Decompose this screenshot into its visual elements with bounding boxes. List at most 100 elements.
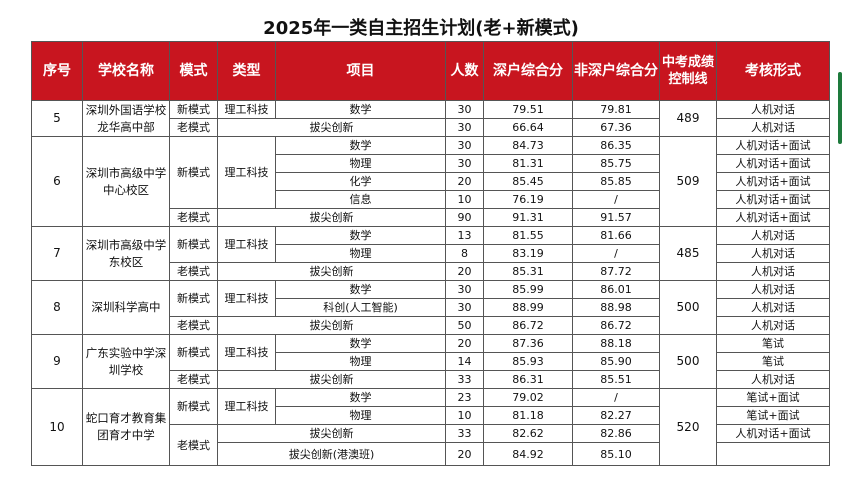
count-cell: 20 <box>445 442 484 466</box>
project-cell: 物理 <box>275 154 446 173</box>
count-cell: 14 <box>445 352 484 371</box>
mode-cell: 老模式 <box>169 208 218 227</box>
table-row: 老模式 拔尖创新 33 82.62 82.86 人机对话+面试 <box>32 424 830 466</box>
nonsz-score-cell: 87.72 <box>572 262 660 281</box>
seq-cell: 5 <box>31 100 83 137</box>
type-cell: 理工科技 <box>217 280 276 317</box>
assessment-cell: 人机对话 <box>716 370 830 389</box>
assessment-cell: 人机对话+面试 <box>716 172 830 191</box>
project-cell: 拔尖创新 <box>217 208 446 227</box>
count-cell: 20 <box>445 334 484 353</box>
project-cell: 物理 <box>275 406 446 425</box>
project-cell: 化学 <box>275 172 446 191</box>
table-row: 9 广东实验中学深圳学校 新模式 理工科技 数学 20 87.36 88.18 … <box>31 334 830 389</box>
nonsz-score-cell: 79.81 <box>572 100 660 119</box>
type-cell: 理工科技 <box>217 226 276 263</box>
assessment-cell: 人机对话 <box>716 226 830 245</box>
type-cell: 理工科技 <box>217 388 276 425</box>
assessment-cell: 笔试+面试 <box>716 388 830 407</box>
count-cell: 10 <box>445 406 484 425</box>
sz-score-cell: 84.73 <box>483 136 573 155</box>
assessment-cell: 笔试+面试 <box>716 406 830 425</box>
nonsz-score-cell: 81.66 <box>572 226 660 245</box>
mode-cell: 老模式 <box>169 424 218 466</box>
header-count: 人数 <box>445 41 484 101</box>
sz-score-cell: 84.92 <box>483 442 573 466</box>
header-project: 项目 <box>275 41 446 101</box>
sz-score-cell: 76.19 <box>483 190 573 209</box>
mode-cell: 新模式 <box>169 334 218 371</box>
school-cell: 蛇口育才教育集团育才中学 <box>82 388 170 466</box>
table-row: 老模式 拔尖创新 20 85.31 87.72 人机对话 <box>32 262 830 281</box>
sz-score-cell: 88.99 <box>483 298 573 317</box>
project-cell: 物理 <box>275 352 446 371</box>
project-cell: 拔尖创新(港澳班) <box>217 442 446 466</box>
assessment-cell: 人机对话 <box>716 118 830 137</box>
school-cell: 深圳外国语学校龙华高中部 <box>82 100 170 137</box>
sz-score-cell: 66.64 <box>483 118 573 137</box>
header-nonsz-score: 非深户综合分 <box>572 41 660 101</box>
assessment-cell: 人机对话 <box>716 298 830 317</box>
seq-cell: 7 <box>31 226 83 281</box>
seq-cell: 10 <box>31 388 83 466</box>
nonsz-score-cell: 85.90 <box>572 352 660 371</box>
header-mode: 模式 <box>169 41 218 101</box>
mode-cell: 新模式 <box>169 226 218 263</box>
header-type: 类型 <box>217 41 276 101</box>
sz-score-cell: 82.62 <box>483 424 573 443</box>
seq-cell: 9 <box>31 334 83 389</box>
school-cell: 深圳市高级中学东校区 <box>82 226 170 281</box>
table-row: 信息 10 76.19 / 人机对话+面试 <box>32 190 830 209</box>
header-sz-score: 深户综合分 <box>483 41 573 101</box>
nonsz-score-cell: 88.18 <box>572 334 660 353</box>
nonsz-score-cell: 88.98 <box>572 298 660 317</box>
mode-cell: 新模式 <box>169 388 218 425</box>
nonsz-score-cell: 85.85 <box>572 172 660 191</box>
sz-score-cell: 83.19 <box>483 244 573 263</box>
control-line-cell: 509 <box>659 136 717 227</box>
sz-score-cell: 85.99 <box>483 280 573 299</box>
count-cell: 30 <box>445 136 484 155</box>
count-cell: 33 <box>445 370 484 389</box>
assessment-cell: 人机对话+面试 <box>716 190 830 209</box>
table-row: 物理 8 83.19 / 人机对话 <box>32 244 830 263</box>
table-row: 拔尖创新(港澳班) 20 84.92 85.10 <box>32 442 830 466</box>
project-cell: 数学 <box>275 226 446 245</box>
nonsz-score-cell: 67.36 <box>572 118 660 137</box>
assessment-cell: 笔试 <box>716 352 830 371</box>
table-row: 化学 20 85.45 85.85 人机对话+面试 <box>32 172 830 191</box>
type-cell: 理工科技 <box>217 100 276 119</box>
count-cell: 30 <box>445 118 484 137</box>
table-row: 7 深圳市高级中学东校区 新模式 理工科技 数学 13 81.55 81.66 … <box>31 226 830 281</box>
project-cell: 拔尖创新 <box>217 316 446 335</box>
sz-score-cell: 85.31 <box>483 262 573 281</box>
table-row: 老模式 拔尖创新 33 86.31 85.51 人机对话 <box>32 370 830 389</box>
scroll-edge-indicator <box>838 72 842 144</box>
mode-cell: 新模式 <box>169 100 218 119</box>
assessment-cell: 人机对话 <box>716 280 830 299</box>
control-line-cell: 500 <box>659 334 717 389</box>
sz-score-cell: 87.36 <box>483 334 573 353</box>
control-line-cell: 485 <box>659 226 717 281</box>
table-row: 5 深圳外国语学校龙华高中部 新模式 理工科技 数学 30 79.51 79.8… <box>31 100 830 137</box>
type-cell: 理工科技 <box>217 334 276 371</box>
count-cell: 20 <box>445 172 484 191</box>
count-cell: 30 <box>445 298 484 317</box>
table-row: 物理 10 81.18 82.27 笔试+面试 <box>32 406 830 425</box>
project-cell: 数学 <box>275 388 446 407</box>
sz-score-cell: 85.45 <box>483 172 573 191</box>
sz-score-cell: 86.72 <box>483 316 573 335</box>
type-cell: 理工科技 <box>217 136 276 209</box>
assessment-cell: 人机对话+面试 <box>716 424 830 443</box>
mode-cell: 老模式 <box>169 118 218 137</box>
table-header-row: 序号 学校名称 模式 类型 项目 人数 深户综合分 非深户综合分 中考成绩控制线… <box>31 41 830 101</box>
seq-cell: 6 <box>31 136 83 227</box>
project-cell: 拔尖创新 <box>217 262 446 281</box>
nonsz-score-cell: 85.51 <box>572 370 660 389</box>
mode-cell: 老模式 <box>169 370 218 389</box>
nonsz-score-cell: 82.27 <box>572 406 660 425</box>
assessment-cell: 人机对话+面试 <box>716 208 830 227</box>
count-cell: 30 <box>445 100 484 119</box>
sz-score-cell: 79.02 <box>483 388 573 407</box>
table-row: 老模式 拔尖创新 90 91.31 91.57 人机对话+面试 <box>32 208 830 227</box>
